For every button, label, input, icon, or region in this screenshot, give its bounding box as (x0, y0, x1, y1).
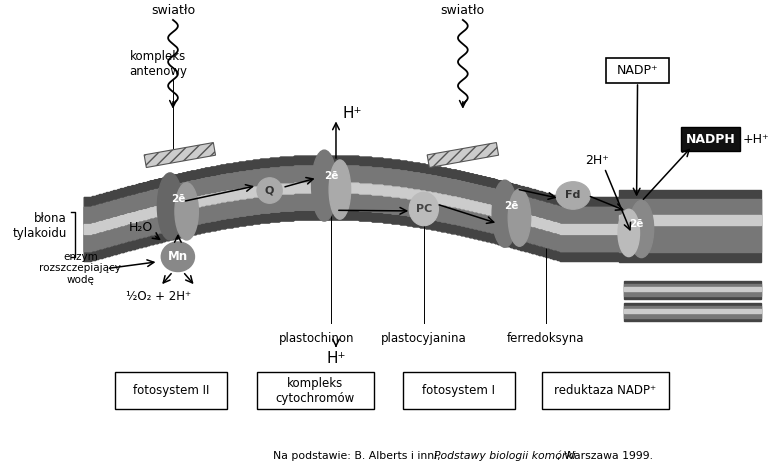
Text: ferredoksyna: ferredoksyna (507, 332, 584, 345)
Text: Fd: Fd (566, 190, 581, 201)
FancyBboxPatch shape (606, 58, 669, 82)
Ellipse shape (158, 173, 183, 240)
Ellipse shape (629, 200, 653, 258)
FancyBboxPatch shape (542, 372, 669, 409)
Text: H⁺: H⁺ (326, 351, 346, 365)
Text: Na podstawie: B. Alberts i inni,: Na podstawie: B. Alberts i inni, (273, 451, 444, 461)
Polygon shape (84, 166, 648, 252)
FancyBboxPatch shape (116, 372, 227, 409)
Text: H₂O: H₂O (129, 220, 153, 234)
Polygon shape (619, 215, 761, 225)
Text: błona
tylakoidu: błona tylakoidu (12, 212, 67, 240)
Text: NADP⁺: NADP⁺ (617, 64, 658, 77)
Polygon shape (619, 189, 761, 261)
Text: H⁺: H⁺ (343, 106, 362, 121)
Text: reduktaza NADP⁺: reduktaza NADP⁺ (554, 384, 657, 397)
Text: +H⁺: +H⁺ (743, 133, 769, 146)
Polygon shape (624, 287, 761, 291)
Ellipse shape (492, 180, 517, 247)
Ellipse shape (508, 189, 531, 246)
FancyBboxPatch shape (257, 372, 374, 409)
Text: fotosystem II: fotosystem II (133, 384, 209, 397)
Ellipse shape (312, 150, 337, 221)
Text: 2ē: 2ē (504, 201, 519, 211)
FancyBboxPatch shape (681, 128, 740, 151)
Ellipse shape (175, 183, 198, 240)
Polygon shape (624, 303, 761, 321)
FancyBboxPatch shape (403, 372, 514, 409)
Polygon shape (624, 309, 761, 313)
Text: plastocyjanina: plastocyjanina (381, 332, 467, 345)
Polygon shape (624, 306, 761, 318)
Ellipse shape (556, 182, 591, 209)
Text: enzym
rozszczepiający
wodę: enzym rozszczepiający wodę (40, 252, 121, 285)
Polygon shape (619, 199, 761, 252)
Ellipse shape (257, 178, 282, 203)
Polygon shape (624, 284, 761, 296)
Text: 2ē: 2ē (324, 171, 338, 181)
Text: kompleks
cytochromów: kompleks cytochromów (276, 377, 355, 405)
Polygon shape (427, 143, 499, 168)
Text: NADPH: NADPH (686, 133, 736, 146)
Text: fotosystem I: fotosystem I (423, 384, 496, 397)
Polygon shape (84, 183, 648, 235)
Text: kompleks
antenowy: kompleks antenowy (129, 49, 187, 78)
Text: swiatło: swiatło (151, 4, 195, 17)
Text: 2ē: 2ē (629, 219, 644, 229)
Text: Mn: Mn (168, 250, 188, 263)
Text: , Warszawa 1999.: , Warszawa 1999. (556, 451, 653, 461)
Text: PC: PC (416, 204, 432, 214)
Text: swiatło: swiatło (441, 4, 485, 17)
Ellipse shape (618, 209, 639, 257)
Ellipse shape (329, 160, 350, 219)
Ellipse shape (162, 242, 194, 271)
Text: plastochinon: plastochinon (279, 332, 354, 345)
Polygon shape (84, 156, 648, 261)
Text: 2H⁺: 2H⁺ (586, 154, 609, 168)
Text: ½O₂ + 2H⁺: ½O₂ + 2H⁺ (126, 290, 191, 303)
Text: 2ē: 2ē (171, 194, 185, 203)
Polygon shape (144, 143, 215, 168)
Ellipse shape (409, 192, 438, 226)
Polygon shape (624, 281, 761, 299)
Text: Q: Q (265, 186, 274, 195)
Text: Podstawy biologii komórki: Podstawy biologii komórki (434, 451, 575, 461)
